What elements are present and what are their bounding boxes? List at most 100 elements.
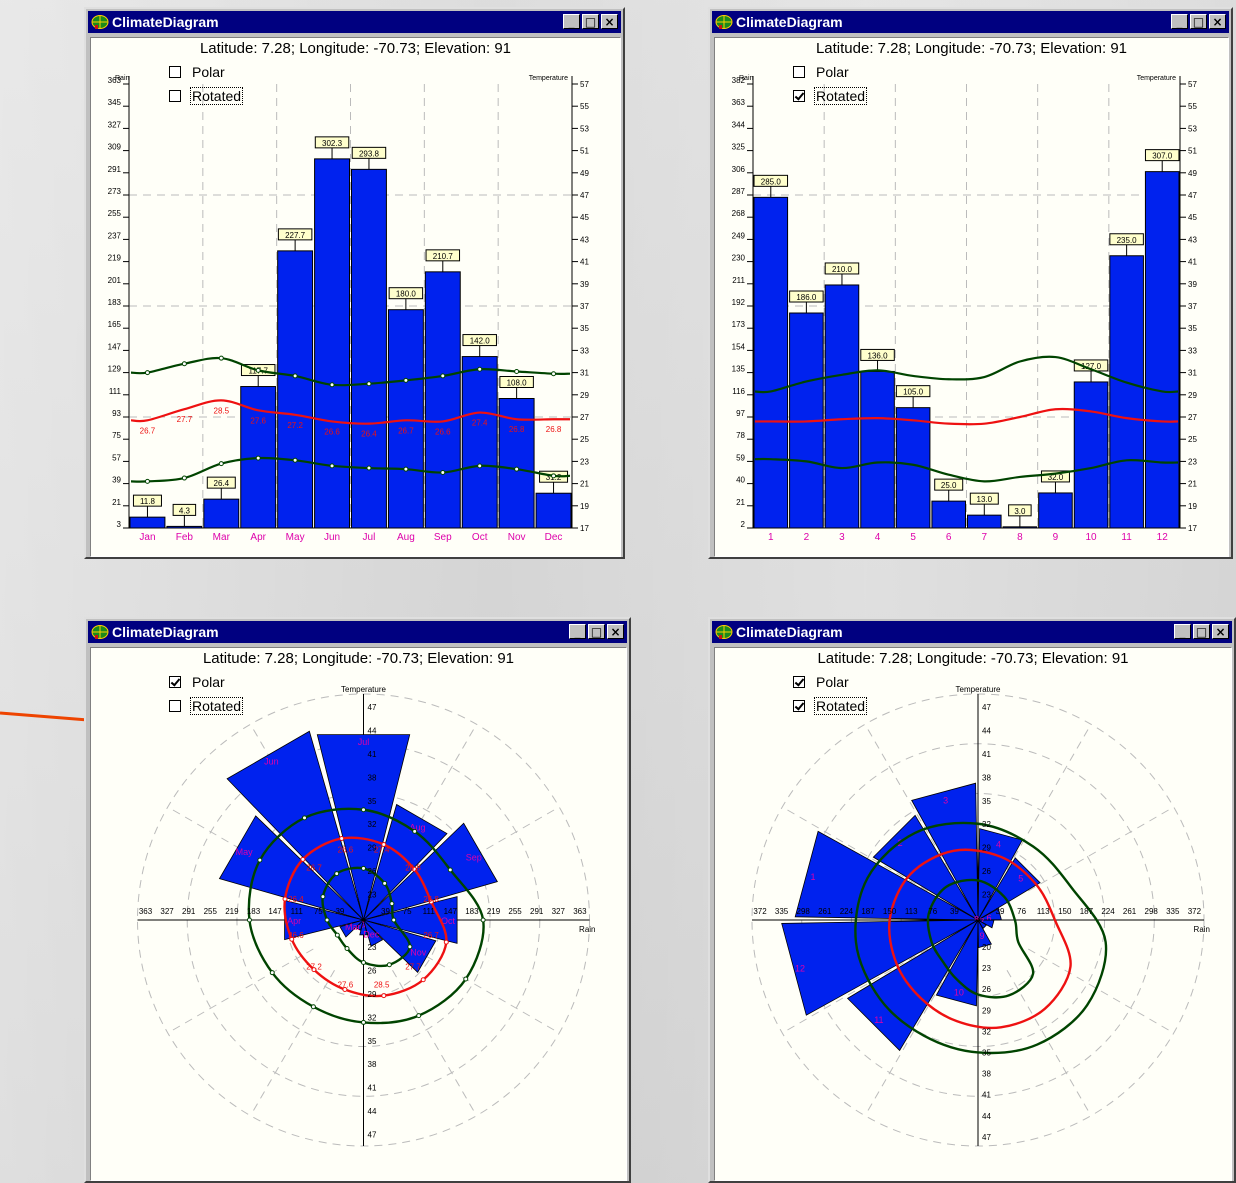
temp-point — [342, 986, 348, 992]
minimize-button[interactable]: _ — [563, 14, 580, 29]
temp-point — [420, 977, 426, 983]
close-button[interactable]: × — [607, 624, 624, 639]
temp-min-point — [477, 463, 483, 469]
rain-bar — [1038, 492, 1073, 529]
rotated-checkbox-row[interactable]: Rotated — [793, 697, 868, 715]
close-button[interactable]: × — [1212, 624, 1229, 639]
temp-axis-label: Temperature — [529, 75, 568, 82]
rotated-checkbox[interactable] — [169, 700, 181, 712]
rain-tick-label: 224 — [1101, 907, 1115, 916]
rain-bar — [935, 919, 979, 1007]
climate-window[interactable]: ClimateDiagram _ □ × Latitude: 7.28; Lon… — [708, 617, 1236, 1183]
rain-tick-label: 255 — [204, 907, 218, 916]
location-header: Latitude: 7.28; Longitude: -70.73; Eleva… — [815, 40, 1128, 57]
temp-tick-label: 44 — [982, 726, 991, 735]
rain-tick-label: 335 — [1166, 907, 1180, 916]
temp-min-point — [255, 455, 261, 461]
temp-mean-label: 26.4 — [361, 430, 377, 439]
close-button[interactable]: × — [1209, 14, 1226, 29]
rain-tick-label: 173 — [732, 320, 746, 329]
temp-point — [324, 917, 330, 923]
polar-checkbox-row[interactable]: Polar — [169, 64, 226, 80]
rotated-checkbox-label[interactable]: Rotated — [189, 697, 244, 715]
rain-tick-label: 309 — [108, 143, 122, 152]
rotated-checkbox[interactable] — [169, 90, 181, 102]
rain-bar — [203, 498, 240, 529]
rotated-checkbox-label[interactable]: Rotated — [813, 697, 868, 715]
rain-tick-label: 372 — [753, 907, 767, 916]
month-label: 11 — [1121, 532, 1132, 543]
month-label: 5 — [1018, 873, 1023, 883]
polar-checkbox-row[interactable]: Polar — [793, 674, 850, 690]
maximize-button[interactable]: □ — [582, 14, 599, 29]
bar-value-label: 26.4 — [214, 479, 230, 488]
title-bar[interactable]: ClimateDiagram _ □ × — [712, 11, 1229, 33]
month-label: Oct — [472, 532, 488, 543]
polar-checkbox-row[interactable]: Polar — [169, 674, 226, 690]
month-label: 7 — [982, 532, 988, 543]
polar-checkbox-label[interactable]: Polar — [816, 64, 849, 80]
rotated-checkbox-row[interactable]: Rotated — [793, 87, 868, 105]
rain-bar — [424, 271, 461, 529]
maximize-button[interactable]: □ — [588, 624, 605, 639]
rotated-checkbox[interactable] — [793, 700, 805, 712]
temp-mean-label: 26.4 — [288, 895, 304, 904]
rain-bar — [977, 828, 1023, 921]
bar-value-label: 302.3 — [322, 139, 343, 148]
value-label-box — [172, 503, 197, 516]
rain-tick-label: 2 — [741, 520, 746, 529]
rotated-checkbox-label[interactable]: Rotated — [813, 87, 868, 105]
rain-tick-label: 76 — [1017, 907, 1026, 916]
month-label: Mar — [213, 532, 231, 543]
rotated-checkbox[interactable] — [793, 90, 805, 102]
polar-checkbox-label[interactable]: Polar — [816, 674, 849, 690]
temp-point — [289, 936, 295, 942]
polar-checkbox[interactable] — [169, 676, 181, 688]
polar-checkbox-label[interactable]: Polar — [192, 674, 225, 690]
rotated-checkbox-row[interactable]: Rotated — [169, 87, 244, 105]
location-header: Latitude: 7.28; Longitude: -70.73; Eleva… — [199, 40, 512, 57]
polar-checkbox-row[interactable]: Polar — [793, 64, 850, 80]
polar-checkbox[interactable] — [169, 66, 181, 78]
climate-window[interactable]: ClimateDiagram _ □ × Latitude: 7.28; Lon… — [708, 7, 1233, 559]
temp-tick-label: 32 — [982, 1027, 991, 1036]
month-label: 8 — [1017, 532, 1023, 543]
value-label-box — [969, 492, 999, 505]
temp-axis-label: Temperature — [1137, 75, 1176, 82]
month-label: Aug — [397, 532, 415, 543]
title-bar[interactable]: ClimateDiagram _ □ × — [88, 621, 627, 643]
month-label: Jul — [358, 737, 370, 747]
maximize-button[interactable]: □ — [1190, 14, 1207, 29]
temp-tick-label: 25 — [1188, 435, 1197, 444]
climate-window[interactable]: ClimateDiagram _ □ × Latitude: 7.28; Lon… — [84, 7, 625, 559]
title-bar[interactable]: ClimateDiagram _ □ × — [88, 11, 621, 33]
month-label: 12 — [795, 964, 805, 974]
rain-tick-label: 273 — [108, 187, 122, 196]
climate-window[interactable]: ClimateDiagram _ □ × Latitude: 7.28; Lon… — [84, 617, 631, 1183]
rain-tick-label: 201 — [108, 276, 122, 285]
title-bar[interactable]: ClimateDiagram _ □ × — [712, 621, 1232, 643]
minimize-button[interactable]: _ — [569, 624, 586, 639]
temp-axis-label: Temperature — [341, 685, 386, 694]
polar-checkbox-label[interactable]: Polar — [192, 64, 225, 80]
rotated-checkbox-row[interactable]: Rotated — [169, 697, 244, 715]
value-label-box — [753, 174, 789, 187]
polar-checkbox[interactable] — [793, 676, 805, 688]
temp-max-point — [551, 371, 557, 377]
temp-tick-label: 57 — [1188, 80, 1197, 89]
polar-checkbox[interactable] — [793, 66, 805, 78]
temp-mean-label: 26.6 — [324, 427, 340, 436]
temp-tick-label: 51 — [1188, 147, 1197, 156]
minimize-button[interactable]: _ — [1171, 14, 1188, 29]
temp-tick-label: 23 — [580, 457, 589, 466]
temp-max-point — [477, 366, 483, 372]
bar-value-label: 142.0 — [470, 337, 491, 346]
temp-min-point — [181, 475, 187, 481]
rotated-checkbox-label[interactable]: Rotated — [189, 87, 244, 105]
maximize-button[interactable]: □ — [1193, 624, 1210, 639]
month-label: 12 — [1157, 532, 1169, 543]
minimize-button[interactable]: _ — [1174, 624, 1191, 639]
plot-area: 1234567891011123723352982612241871501137… — [751, 685, 1210, 1147]
close-button[interactable]: × — [601, 14, 618, 29]
temp-tick-label: 21 — [580, 480, 589, 489]
